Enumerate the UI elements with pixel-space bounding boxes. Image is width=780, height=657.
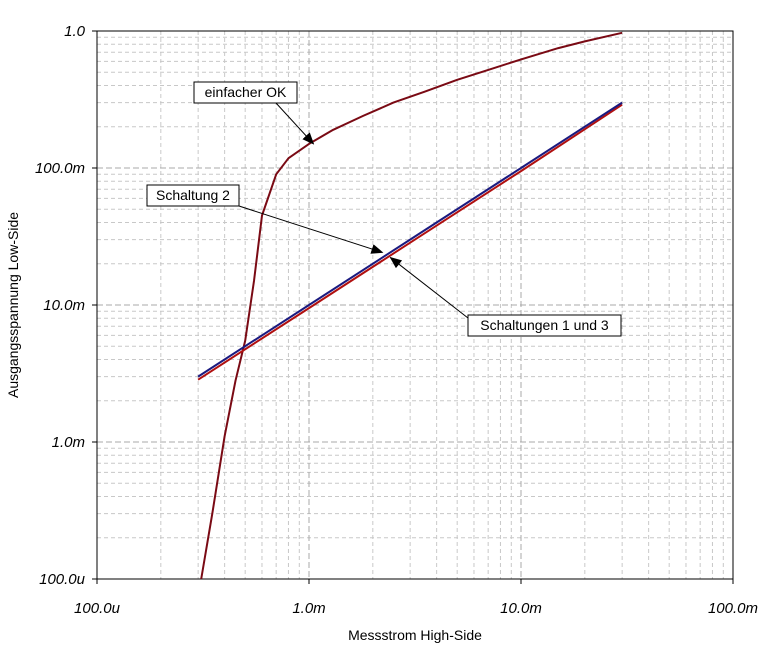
axis-ticks: 100.0u 1.0m 10.0m 100.0m 100.0u 1.0m 10.0m 100.… [35,23,758,617]
annotation-arrow [238,205,384,254]
x-tick-label: 100.0m [708,600,758,617]
series-line-3 [197,101,623,378]
x-tick-label: 10.0m [500,600,542,617]
x-tick-label: 100.0u [74,600,121,617]
y-tick-label: 100.0m [35,160,85,177]
series-line-2 [197,103,623,381]
annotation-label: Schaltungen 1 und 3 [480,317,609,333]
annotation-arrow [389,256,469,319]
series-group [197,31,623,580]
annotations: einfacher OK Schaltung 2 Schaltungen 1 und… [146,81,622,337]
y-tick-label: 10.0m [43,297,85,314]
y-tick-label: 1.0 [64,23,86,40]
y-tick-label: 1.0m [52,434,85,451]
series-line-1 [200,31,623,580]
annotation-box [193,81,298,104]
x-axis-label: Messstrom High-Side [348,627,482,643]
x-tick-label: 1.0m [292,600,325,617]
y-axis-label: Ausgangsspannung Low-Side [5,212,21,398]
annotation-label: einfacher OK [205,84,287,100]
annotation-box [467,314,622,337]
annotation-box [146,184,240,207]
y-tick-label: 100.0u [39,571,86,588]
annotation-label: Schaltung 2 [156,187,230,203]
annotation-arrow [275,102,315,145]
minor-grid [97,31,733,579]
